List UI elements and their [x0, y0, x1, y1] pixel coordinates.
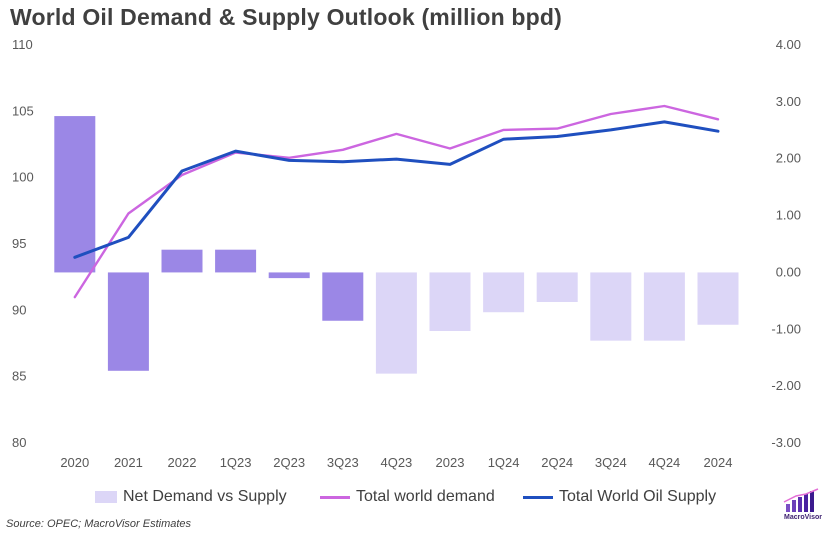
- right-tick-label: -1.00: [771, 321, 801, 336]
- series-lines: [73, 104, 720, 299]
- bar-1q24: [483, 272, 525, 313]
- category-tick-label: 4Q24: [648, 455, 680, 470]
- category-tick-label: 2022: [168, 455, 197, 470]
- bar-2q24: [536, 272, 578, 302]
- right-tick-label: 1.00: [776, 208, 801, 223]
- bar-4q23: [375, 272, 417, 374]
- bar-4q24: [643, 272, 685, 341]
- category-tick-label: 1Q23: [220, 455, 252, 470]
- left-tick-label: 100: [12, 170, 34, 185]
- legend-item-supply: Total World Oil Supply: [523, 488, 716, 506]
- legend-item-demand: Total world demand: [320, 488, 495, 506]
- legend-label-supply: Total World Oil Supply: [559, 488, 717, 505]
- demand-line: [73, 104, 720, 299]
- left-tick-label: 90: [12, 302, 26, 317]
- category-tick-label: 4Q23: [380, 455, 412, 470]
- category-tick-label: 2Q24: [541, 455, 573, 470]
- left-tick-label: 85: [12, 369, 26, 384]
- net-balance-bars: [54, 116, 739, 374]
- left-axis-ticks: 80 85 90 95 100 105 110: [12, 37, 34, 450]
- left-tick-label: 95: [12, 236, 26, 251]
- bar-2022: [161, 249, 203, 273]
- legend-item-net: Net Demand vs Supply: [95, 488, 287, 506]
- category-tick-label: 2024: [704, 455, 733, 470]
- bar-2023: [429, 272, 471, 331]
- legend-label-demand: Total world demand: [356, 488, 495, 505]
- right-tick-label: 2.00: [776, 151, 801, 166]
- chart-title: World Oil Demand & Supply Outlook (milli…: [10, 4, 563, 30]
- right-tick-label: 3.00: [776, 94, 801, 109]
- legend-swatch-supply: [523, 495, 553, 499]
- supply-line: [73, 120, 720, 259]
- bar-1q23: [215, 249, 257, 273]
- legend-label-net: Net Demand vs Supply: [123, 488, 287, 505]
- bar-chart-logo-icon: [783, 488, 819, 512]
- chart-plot: 80 85 90 95 100 105 110 -3.00 -2.00 -1.00 0.00 1.0…: [12, 37, 801, 470]
- category-tick-label: 3Q24: [595, 455, 627, 470]
- category-tick-label: 3Q23: [327, 455, 359, 470]
- chart-legend: Net Demand vs Supply Total world demand …: [0, 488, 835, 512]
- bar-2020: [54, 116, 96, 273]
- left-tick-label: 110: [12, 37, 33, 52]
- category-tick-label: 2021: [114, 455, 143, 470]
- bar-2021: [107, 272, 149, 371]
- right-tick-label: -2.00: [771, 378, 801, 393]
- bar-3q23: [322, 272, 364, 321]
- source-note: Source: OPEC; MacroVisor Estimates: [6, 518, 192, 530]
- category-tick-label: 1Q24: [488, 455, 520, 470]
- bar-2024: [697, 272, 739, 325]
- macrovisor-logo: MacroVisor: [778, 488, 828, 534]
- right-tick-label: -3.00: [771, 435, 801, 450]
- logo-wordmark: MacroVisor: [784, 514, 822, 521]
- legend-swatch-demand: [320, 495, 350, 499]
- bar-3q24: [590, 272, 632, 341]
- right-tick-label: 0.00: [776, 264, 801, 279]
- legend-swatch-bar: [95, 491, 117, 503]
- left-tick-label: 105: [12, 103, 34, 118]
- category-tick-label: 2023: [436, 455, 465, 470]
- category-tick-label: 2Q23: [273, 455, 305, 470]
- left-tick-label: 80: [12, 435, 26, 450]
- bar-2q23: [268, 272, 310, 279]
- right-axis-ticks: -3.00 -2.00 -1.00 0.00 1.00 2.00 3.00 4.00: [771, 37, 801, 450]
- category-tick-label: 2020: [60, 455, 89, 470]
- category-axis-ticks: 2020 2021 2022 1Q23 2Q23 3Q23 4Q23 2023 1Q24 2Q24…: [60, 455, 732, 470]
- right-tick-label: 4.00: [776, 37, 801, 52]
